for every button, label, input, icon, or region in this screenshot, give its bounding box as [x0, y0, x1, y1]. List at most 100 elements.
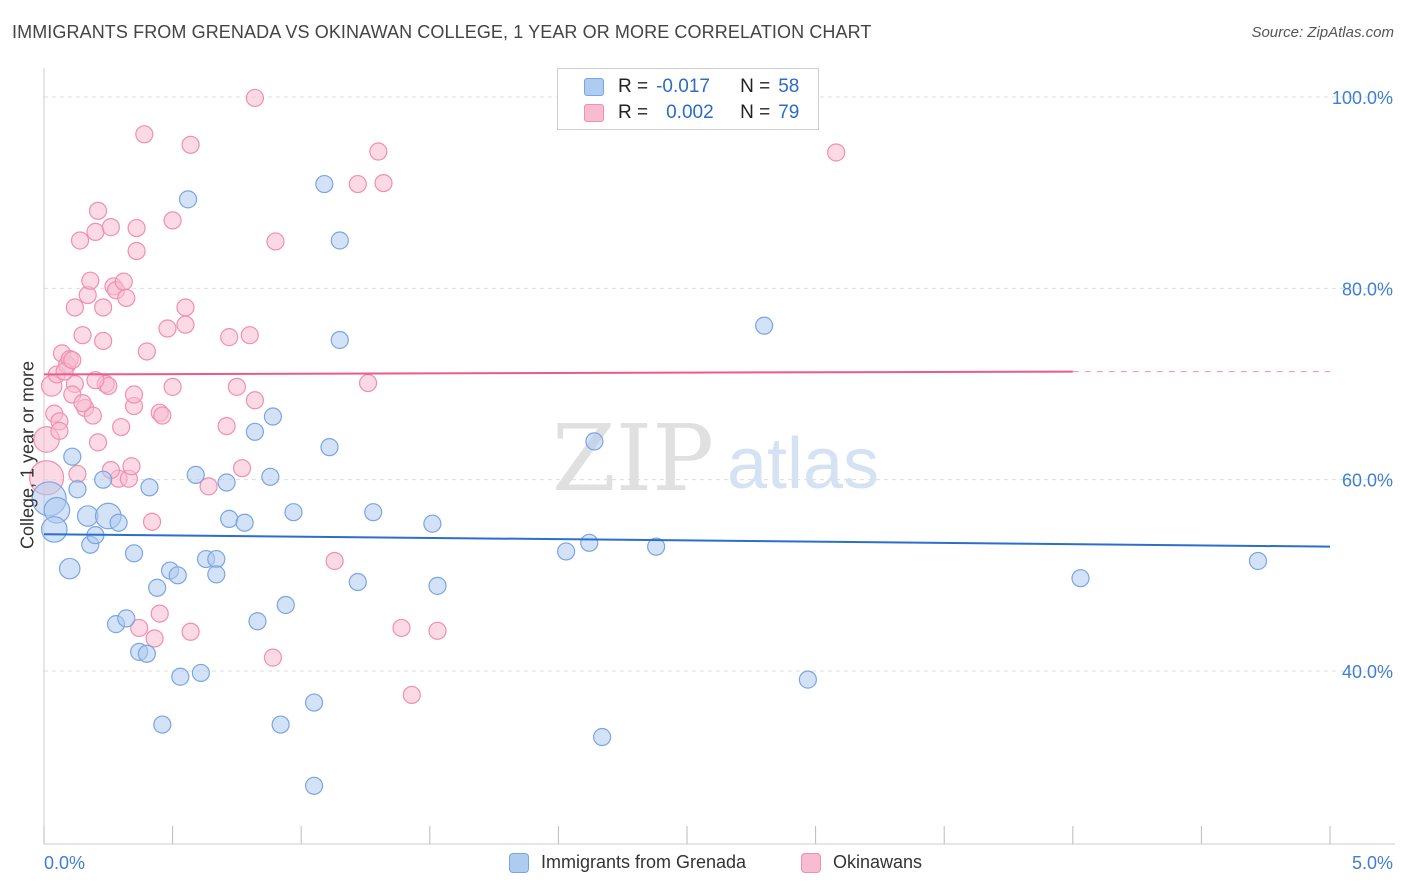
grenada-point: [178, 190, 198, 209]
legend-r-label: R =: [618, 102, 649, 123]
series-legend: Immigrants from Grenada Okinawans: [0, 852, 1406, 878]
grenada-point: [68, 480, 87, 499]
okinawans-point: [217, 416, 236, 436]
legend-item-okinawans[interactable]: Okinawans: [801, 852, 922, 873]
legend-n-label: N =: [740, 76, 771, 97]
grenada-point: [423, 514, 442, 533]
okinawans-point: [240, 326, 259, 345]
okinawans-point: [348, 174, 367, 194]
grenada-point: [1248, 551, 1268, 571]
grenada-point: [755, 316, 774, 335]
grenada-point: [304, 693, 324, 712]
grenada-point: [153, 715, 172, 734]
grenada-point: [580, 533, 599, 552]
grenada-point: [76, 505, 99, 527]
grenada-point: [63, 447, 82, 466]
grenada-point: [117, 609, 136, 628]
legend-swatch-okinawans: [584, 104, 604, 122]
grenada-point: [140, 478, 159, 497]
grenada-point: [271, 715, 290, 734]
okinawans-point: [112, 417, 131, 437]
okinawans-point: [176, 298, 195, 317]
grenada-point: [137, 644, 156, 663]
grenada-point: [315, 174, 334, 194]
legend-r-value: 0.002: [666, 102, 714, 123]
okinawans-point: [101, 218, 120, 237]
okinawans-point: [158, 319, 177, 338]
grenada-point: [557, 542, 576, 561]
grenada-point: [148, 578, 167, 597]
okinawans-point: [94, 331, 113, 351]
okinawans-point: [137, 342, 156, 361]
grenada-point: [168, 566, 187, 585]
okinawans-point: [124, 385, 144, 404]
okinawans-point: [150, 604, 169, 623]
okinawans-point: [227, 377, 246, 396]
grenada-point: [330, 231, 349, 250]
okinawans-points: [28, 88, 846, 705]
okinawans-point: [181, 622, 200, 641]
grenada-point: [261, 467, 280, 486]
trend-lines: [43, 370, 1331, 548]
grenada-point: [263, 407, 283, 426]
legend-item-grenada[interactable]: Immigrants from Grenada: [509, 852, 746, 873]
grenada-point: [220, 509, 239, 528]
legend-swatch-okinawans: [801, 852, 821, 873]
legend-n-value: 79: [778, 102, 800, 123]
okinawans-point: [73, 394, 92, 413]
grenada-point: [276, 595, 295, 615]
okinawans-point: [402, 685, 421, 705]
grenada-point: [647, 537, 666, 556]
okinawans-point: [153, 406, 172, 425]
okinawans-point: [94, 298, 113, 317]
okinawans-point: [827, 143, 846, 162]
okinawans-point: [88, 433, 108, 452]
okinawans-point: [245, 391, 265, 410]
okinawans-point: [127, 241, 146, 261]
okinawans-point: [163, 377, 182, 396]
y-tick-label: 60.0%: [1342, 471, 1393, 491]
okinawans-point: [130, 618, 149, 638]
legend-n-label: N =: [740, 102, 771, 123]
grenada-point: [245, 422, 265, 441]
grenada-point: [171, 667, 190, 686]
okinawans-point: [220, 328, 239, 347]
okinawans-point: [135, 125, 154, 144]
grenada-point: [186, 465, 205, 484]
source-label: Source: ZipAtlas.com: [1251, 24, 1394, 41]
legend-row-grenada: R = -0.017 N = 58: [584, 75, 799, 99]
okinawans-point: [86, 371, 105, 390]
okinawans-point: [325, 551, 344, 571]
okinawans-point: [50, 421, 69, 440]
grenada-trend-line: [43, 533, 1331, 548]
okinawans-point: [65, 298, 84, 317]
okinawans-point: [122, 457, 141, 476]
legend-label-okinawans: Okinawans: [833, 852, 923, 872]
grenada-point: [94, 470, 113, 489]
okinawans-point: [199, 477, 218, 496]
okinawans-point: [86, 222, 105, 241]
okinawans-point: [358, 373, 378, 393]
grenada-point: [235, 513, 254, 532]
grenada-point: [330, 330, 349, 350]
grenada-point: [593, 727, 612, 747]
legend-r-value: -0.017: [656, 76, 710, 97]
legend-swatch-grenada: [509, 852, 529, 873]
okinawans-point: [232, 459, 252, 478]
okinawans-point: [81, 271, 100, 290]
tick-labels: 100.0% 80.0% 60.0% 40.0% 0.0% 5.0%: [44, 88, 1393, 873]
okinawans-point: [245, 88, 265, 108]
legend-r-label: R =: [618, 76, 649, 97]
watermark: ZIP atlas: [552, 405, 879, 512]
grenada-point: [207, 565, 226, 584]
okinawans-point: [63, 350, 82, 370]
grenada-point: [1071, 569, 1090, 588]
grenada-point: [248, 612, 267, 631]
grenada-points: [31, 174, 1268, 795]
grenada-point: [124, 544, 144, 563]
okinawans-point: [428, 621, 447, 640]
correlation-legend: R = -0.017 N = 58 R = 0.002 N = 79: [557, 68, 819, 130]
okinawans-point: [266, 232, 285, 251]
okinawans-point: [142, 512, 162, 531]
